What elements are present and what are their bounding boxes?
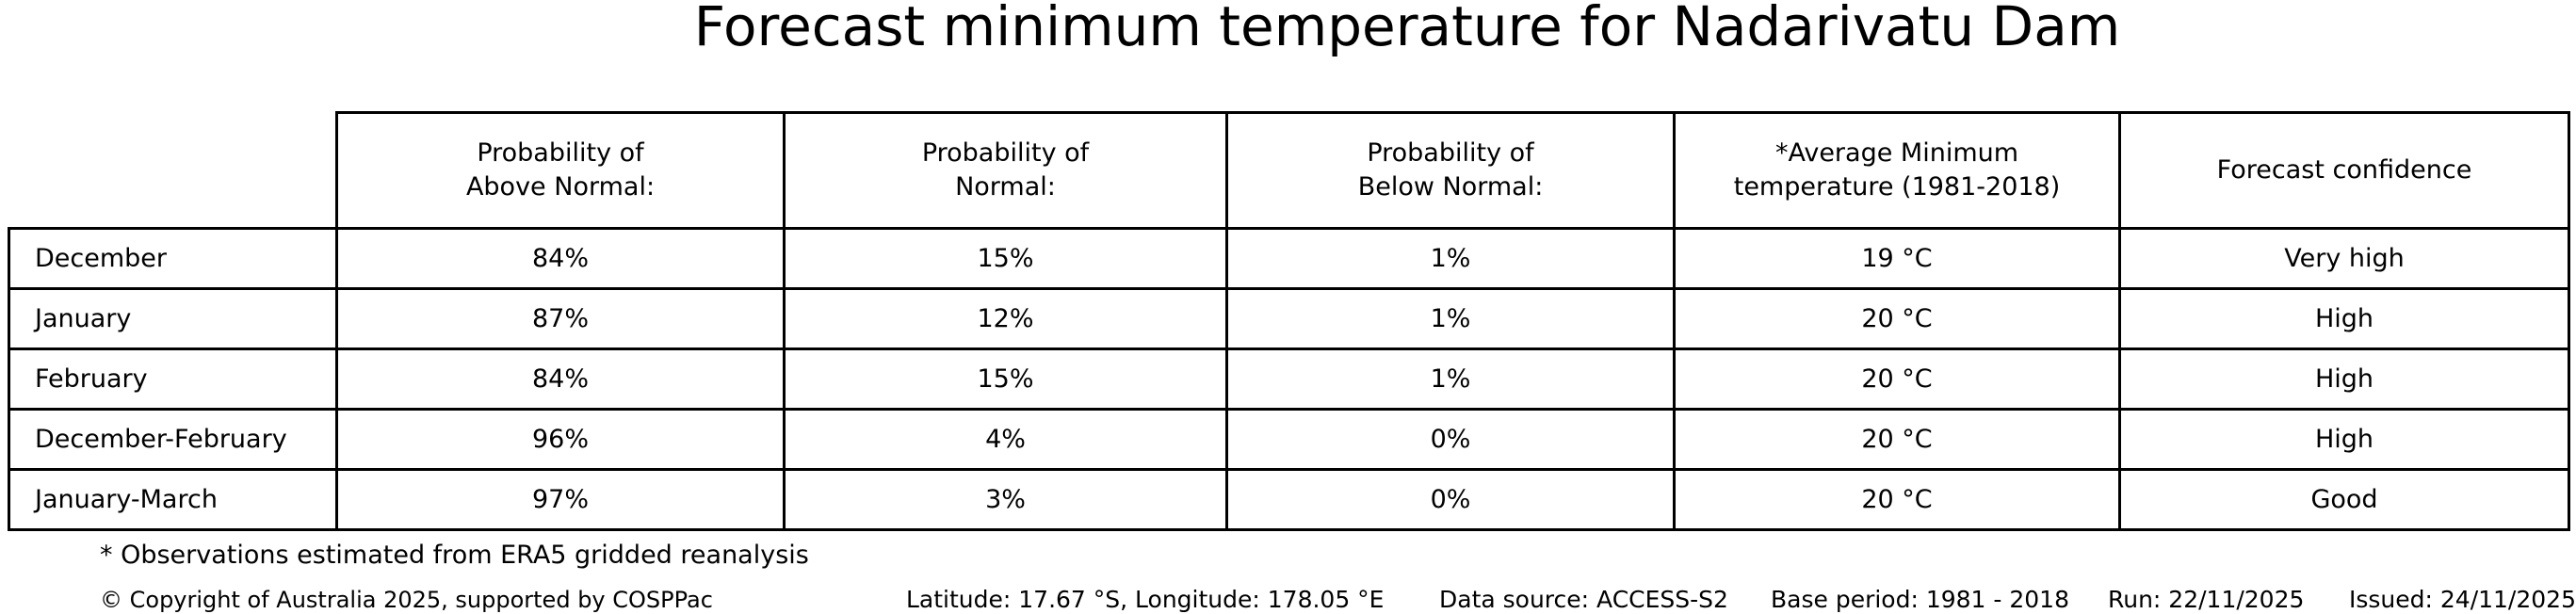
- header-line: *Average Minimum: [1774, 138, 2019, 168]
- cell-normal: 3%: [783, 468, 1228, 531]
- run-date-text: Run: 22/11/2025: [2108, 586, 2305, 613]
- base-period-text: Base period: 1981 - 2018: [1771, 586, 2069, 613]
- figure-title: Forecast minimum temperature for Nadariv…: [693, 0, 2121, 58]
- header-line: Probability of: [1367, 138, 1534, 168]
- cell-normal: 4%: [783, 408, 1228, 471]
- cell-average-temp: 20 °C: [1673, 347, 2121, 411]
- cell-average-temp: 20 °C: [1673, 468, 2121, 531]
- table-row-january: January 87% 12% 1% 20 °C High: [8, 287, 2570, 350]
- header-line: Above Normal:: [465, 172, 656, 202]
- column-header-average-minimum-temperature: *Average Minimum temperature (1981-2018): [1673, 111, 2121, 230]
- header-line: Probability of: [921, 138, 1090, 168]
- cell-below-normal: 1%: [1225, 227, 1676, 290]
- cell-below-normal: 1%: [1225, 347, 1676, 411]
- cell-above-normal: 84%: [335, 347, 786, 411]
- table-row-january-march: January-March 97% 3% 0% 20 °C Good: [8, 468, 2570, 531]
- table-header-row: Probability of Above Normal: Probability…: [9, 111, 2570, 230]
- cell-confidence: High: [2118, 408, 2570, 471]
- table-row-december-february: December-February 96% 4% 0% 20 °C High: [8, 408, 2570, 471]
- cell-average-temp: 19 °C: [1673, 227, 2121, 290]
- forecast-table: Probability of Above Normal: Probability…: [8, 111, 2570, 531]
- cell-confidence: High: [2118, 287, 2570, 350]
- cell-above-normal: 84%: [335, 227, 786, 290]
- issued-date-text: Issued: 24/11/2025: [2349, 586, 2576, 613]
- row-label: January-March: [8, 468, 338, 531]
- row-label: December-February: [8, 408, 338, 471]
- cell-above-normal: 96%: [335, 408, 786, 471]
- location-text: Latitude: 17.67 °S, Longitude: 178.05 °E: [906, 586, 1385, 613]
- cell-average-temp: 20 °C: [1673, 287, 2121, 350]
- cell-above-normal: 97%: [335, 468, 786, 531]
- row-label: December: [8, 227, 338, 290]
- column-header-forecast-confidence: Forecast confidence: [2118, 111, 2570, 230]
- cell-below-normal: 1%: [1225, 287, 1676, 350]
- cell-confidence: Good: [2118, 468, 2570, 531]
- row-label: January: [8, 287, 338, 350]
- cell-confidence: High: [2118, 347, 2570, 411]
- cell-average-temp: 20 °C: [1673, 408, 2121, 471]
- row-label: February: [8, 347, 338, 411]
- cell-normal: 12%: [783, 287, 1228, 350]
- cell-confidence: Very high: [2118, 227, 2570, 290]
- cell-normal: 15%: [783, 347, 1228, 411]
- footnote: * Observations estimated from ERA5 gridd…: [100, 541, 809, 570]
- copyright-text: © Copyright of Australia 2025, supported…: [100, 587, 713, 613]
- data-source-text: Data source: ACCESS-S2: [1439, 586, 1728, 613]
- empty-corner-cell: [9, 113, 337, 229]
- header-line: Below Normal:: [1357, 172, 1544, 202]
- table-row-february: February 84% 15% 1% 20 °C High: [8, 347, 2570, 411]
- table-row-december: December 84% 15% 1% 19 °C Very high: [8, 227, 2570, 290]
- cell-above-normal: 87%: [335, 287, 786, 350]
- header-line: Forecast confidence: [2216, 155, 2472, 185]
- header-line: Normal:: [955, 172, 1056, 202]
- header-line: temperature (1981-2018): [1733, 172, 2061, 202]
- column-header-above-normal: Probability of Above Normal:: [335, 111, 786, 230]
- header-line: Probability of: [477, 138, 644, 168]
- cell-below-normal: 0%: [1225, 408, 1676, 471]
- column-header-normal: Probability of Normal:: [783, 111, 1228, 230]
- column-header-below-normal: Probability of Below Normal:: [1225, 111, 1676, 230]
- cell-below-normal: 0%: [1225, 468, 1676, 531]
- cell-normal: 15%: [783, 227, 1228, 290]
